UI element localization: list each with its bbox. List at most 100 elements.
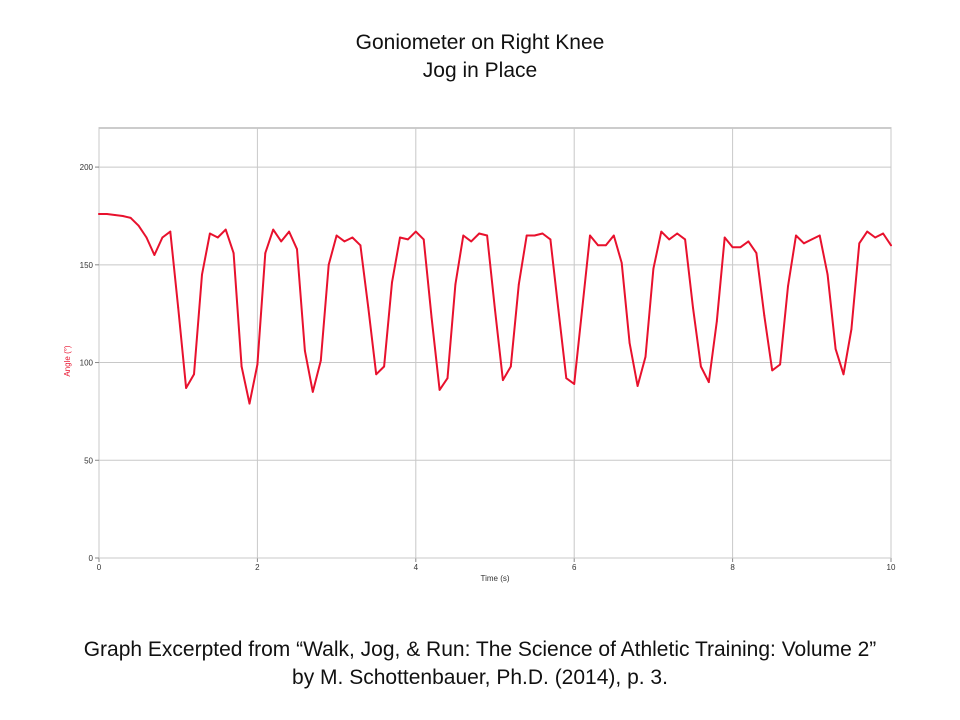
data-point bbox=[304, 349, 306, 352]
source-caption-line-1: Graph Excerpted from “Walk, Jog, & Run: … bbox=[83, 638, 877, 661]
data-point bbox=[232, 252, 235, 255]
data-point bbox=[193, 373, 195, 376]
data-point bbox=[628, 342, 631, 344]
data-point bbox=[612, 234, 615, 237]
data-point bbox=[240, 365, 243, 368]
x-tick-label: 4 bbox=[414, 563, 419, 572]
data-point bbox=[795, 234, 797, 237]
data-point bbox=[209, 232, 211, 235]
data-point bbox=[161, 236, 164, 239]
x-axis-title: Time (s) bbox=[480, 574, 509, 583]
data-point bbox=[731, 246, 734, 249]
y-tick-label: 0 bbox=[89, 554, 94, 563]
data-point bbox=[462, 234, 465, 237]
data-point bbox=[185, 387, 188, 389]
data-point bbox=[747, 240, 750, 243]
data-point bbox=[636, 385, 639, 387]
data-point bbox=[177, 306, 180, 309]
data-point bbox=[668, 238, 671, 241]
data-point bbox=[676, 232, 679, 235]
data-point bbox=[367, 306, 370, 309]
data-point bbox=[644, 355, 647, 358]
data-point bbox=[826, 273, 829, 276]
data-point bbox=[327, 263, 330, 266]
data-point bbox=[470, 240, 473, 243]
data-point bbox=[755, 252, 758, 255]
data-point bbox=[874, 236, 877, 239]
data-point bbox=[438, 389, 441, 391]
data-point bbox=[169, 230, 172, 233]
data-point bbox=[517, 283, 520, 286]
data-point bbox=[700, 365, 702, 368]
data-point bbox=[605, 244, 607, 247]
y-tick-label: 200 bbox=[80, 163, 94, 172]
data-point bbox=[264, 252, 267, 255]
source-caption-line-2: by M. Schottenbauer, Ph.D. (2014), p. 3. bbox=[292, 666, 668, 689]
data-point bbox=[335, 234, 338, 237]
data-point bbox=[525, 234, 528, 237]
grid-lines bbox=[95, 128, 892, 562]
data-point bbox=[739, 246, 742, 249]
data-point bbox=[272, 228, 275, 231]
data-point bbox=[121, 215, 124, 217]
data-point bbox=[597, 244, 599, 247]
data-point bbox=[478, 232, 481, 235]
y-tick-label: 50 bbox=[84, 456, 93, 465]
data-point bbox=[486, 234, 488, 237]
data-point bbox=[311, 391, 314, 393]
x-tick-label: 8 bbox=[730, 563, 735, 572]
plot-area bbox=[98, 127, 892, 559]
series-layer bbox=[98, 213, 892, 405]
data-point bbox=[652, 267, 655, 270]
data-point bbox=[224, 228, 227, 231]
x-tick-label: 2 bbox=[255, 563, 260, 572]
data-point bbox=[446, 377, 449, 380]
data-point bbox=[201, 273, 203, 276]
data-point bbox=[98, 213, 100, 215]
data-point bbox=[383, 365, 385, 368]
data-point bbox=[106, 213, 108, 215]
data-point bbox=[137, 224, 140, 227]
chart-title: Goniometer on Right Knee bbox=[355, 31, 605, 54]
data-point bbox=[692, 306, 694, 309]
data-point bbox=[771, 369, 774, 372]
data-point bbox=[430, 316, 433, 319]
data-point bbox=[296, 248, 298, 251]
x-tick-label: 0 bbox=[97, 563, 102, 572]
y-tick-label: 150 bbox=[80, 261, 94, 270]
chart-subtitle: Jog in Place bbox=[422, 59, 538, 82]
data-point bbox=[715, 320, 718, 323]
data-point bbox=[533, 234, 536, 237]
data-point bbox=[810, 238, 813, 241]
data-point bbox=[660, 230, 663, 233]
data-point bbox=[256, 363, 259, 366]
data-point bbox=[375, 373, 378, 376]
data-point bbox=[763, 314, 766, 317]
data-point bbox=[842, 373, 845, 376]
data-point bbox=[343, 240, 346, 243]
data-point bbox=[319, 359, 322, 362]
data-point bbox=[422, 238, 425, 241]
x-tick-label: 10 bbox=[887, 563, 896, 572]
data-point bbox=[850, 328, 853, 331]
data-point bbox=[145, 236, 148, 239]
x-tick-label: 6 bbox=[572, 563, 577, 572]
data-point bbox=[573, 383, 576, 385]
data-point bbox=[565, 377, 568, 380]
data-point bbox=[581, 308, 583, 311]
y-axis-title: Angle (°) bbox=[63, 345, 72, 377]
data-point bbox=[787, 285, 789, 288]
data-point bbox=[288, 230, 290, 233]
data-point bbox=[549, 238, 552, 241]
data-point bbox=[414, 230, 417, 233]
data-point bbox=[557, 308, 560, 311]
data-point bbox=[707, 381, 710, 383]
data-point bbox=[216, 236, 219, 239]
data-point bbox=[391, 281, 393, 284]
data-point bbox=[866, 230, 869, 233]
data-point bbox=[589, 234, 591, 237]
data-point bbox=[620, 262, 623, 264]
data-point bbox=[858, 242, 861, 245]
